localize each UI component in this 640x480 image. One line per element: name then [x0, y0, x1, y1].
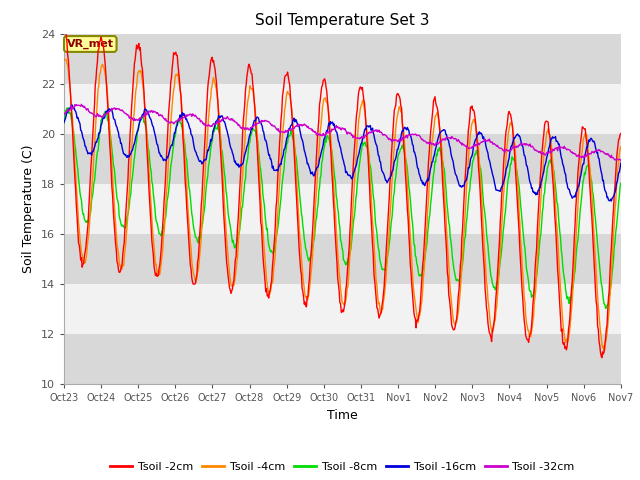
Bar [64, 284, 621, 334]
Legend: Tsoil -2cm, Tsoil -4cm, Tsoil -8cm, Tsoil -16cm, Tsoil -32cm: Tsoil -2cm, Tsoil -4cm, Tsoil -8cm, Tsoi… [106, 457, 579, 477]
Y-axis label: Soil Temperature (C): Soil Temperature (C) [22, 144, 35, 273]
Bar [64, 84, 621, 134]
Bar [64, 234, 621, 284]
Bar [64, 184, 621, 234]
Title: Soil Temperature Set 3: Soil Temperature Set 3 [255, 13, 429, 28]
X-axis label: Time: Time [327, 408, 358, 421]
Bar [64, 34, 621, 84]
Bar [64, 334, 621, 384]
Bar [64, 134, 621, 184]
Text: VR_met: VR_met [67, 39, 114, 49]
